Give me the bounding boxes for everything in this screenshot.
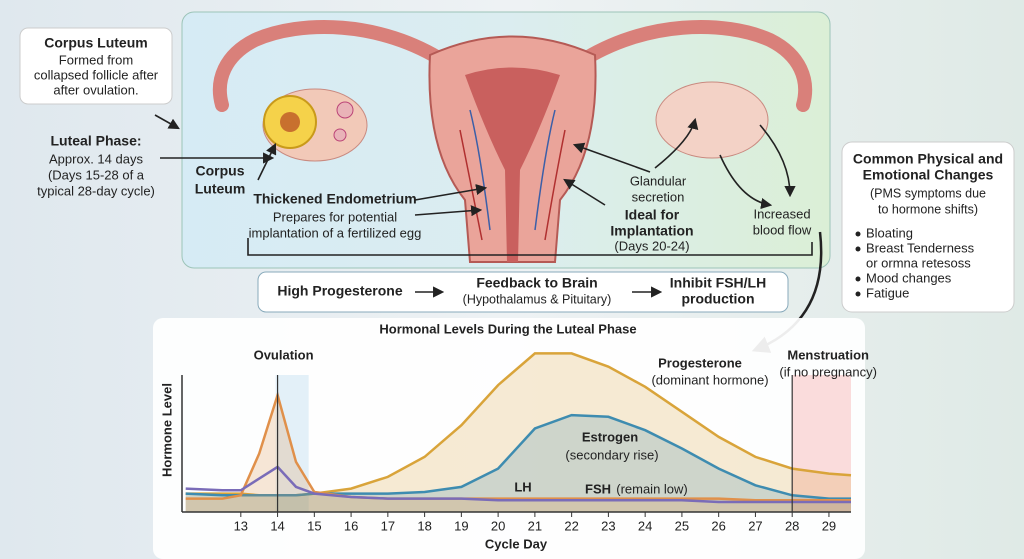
flow-end: production <box>681 291 754 307</box>
x-tick-label: 24 <box>638 518 652 533</box>
flow-end: Inhibit FSH/LH <box>670 275 766 291</box>
callout-title: Corpus Luteum <box>44 35 147 51</box>
luteal-line: Approx. 14 days <box>49 151 143 166</box>
x-tick-label: 13 <box>234 518 248 533</box>
x-tick-label: 27 <box>748 518 762 533</box>
bullet <box>855 291 861 297</box>
x-tick-label: 18 <box>417 518 431 533</box>
marker-label: Ovulation <box>254 347 314 362</box>
bullet <box>855 246 861 252</box>
series-line <box>185 465 851 504</box>
luteal-line: typical 28-day cycle) <box>37 183 155 198</box>
changes-subtitle: (PMS symptoms due <box>870 186 986 200</box>
x-axis-label: Cycle Day <box>485 536 548 551</box>
series-note: (remain low) <box>616 481 688 496</box>
x-tick-label: 16 <box>344 518 358 533</box>
changes-item: Mood changes <box>866 270 952 285</box>
bullet <box>855 276 861 282</box>
x-tick-label: 29 <box>822 518 836 533</box>
series-label: Progesterone <box>658 355 742 370</box>
callout-line: collapsed follicle after <box>34 67 159 82</box>
implantation-title: Implantation <box>610 223 693 239</box>
series-label: LH <box>514 479 531 494</box>
changes-box <box>841 141 1015 313</box>
marker-label: Menstruation <box>787 347 869 362</box>
callout-line: after ovulation. <box>53 82 138 97</box>
flow-middle-title: Feedback to Brain <box>476 275 597 291</box>
series-note: (dominant hormone) <box>651 372 768 387</box>
x-tick-label: 25 <box>675 518 689 533</box>
marker-note: (if no pregnancy) <box>779 364 877 379</box>
flow-middle-note: (Hypothalamus & Pituitary) <box>463 292 612 306</box>
series-note: (secondary rise) <box>565 447 658 462</box>
changes-title: Common Physical and <box>853 151 1003 167</box>
series-label: FSH <box>585 481 611 496</box>
changes-item: Bloating <box>866 225 913 240</box>
implantation-note: (Days 20-24) <box>614 238 689 253</box>
x-tick-label: 20 <box>491 518 505 533</box>
changes-item: Fatigue <box>866 285 909 300</box>
series-area <box>185 353 851 512</box>
blood-flow-label: Increased <box>753 206 810 221</box>
menstruation-band <box>792 375 851 512</box>
callout-box <box>19 27 173 105</box>
x-tick-label: 28 <box>785 518 799 533</box>
blood-flow-label: blood flow <box>753 222 812 237</box>
endometrium-line: Prepares for potential <box>273 209 397 224</box>
y-axis-label: Hormone Level <box>159 383 174 477</box>
changes-item: Breast Tenderness <box>866 240 975 255</box>
luteal-title: Luteal Phase: <box>50 133 141 149</box>
implantation-title: Ideal for <box>625 207 680 223</box>
chart: Hormonal Levels During the Luteal Phase O… <box>159 321 877 551</box>
glandular-label: secretion <box>632 189 685 204</box>
endometrium-title: Thickened Endometrium <box>253 191 416 207</box>
x-tick-label: 14 <box>270 518 284 533</box>
glandular-label: Glandular <box>630 173 687 188</box>
series-label: Estrogen <box>582 429 638 444</box>
flow-box <box>257 271 789 313</box>
endometrium-line: implantation of a fertilized egg <box>249 225 422 240</box>
x-tick-label: 26 <box>711 518 725 533</box>
changes-item: or ormna retesoss <box>866 255 971 270</box>
flow-start: High Progesterone <box>277 283 402 299</box>
series-area <box>185 415 851 512</box>
bullet <box>855 231 861 237</box>
x-tick-label: 22 <box>564 518 578 533</box>
x-tick-label: 19 <box>454 518 468 533</box>
x-tick-label: 15 <box>307 518 321 533</box>
chart-title: Hormonal Levels During the Luteal Phase <box>379 321 636 336</box>
callout-line: Formed from <box>59 52 133 67</box>
x-tick-label: 23 <box>601 518 615 533</box>
corpus-label: Luteum <box>195 181 246 197</box>
corpus-label: Corpus <box>196 163 245 179</box>
changes-subtitle: to hormone shifts) <box>878 202 978 216</box>
x-tick-label: 21 <box>528 518 542 533</box>
luteal-line: (Days 15-28 of a <box>48 167 145 182</box>
changes-title: Emotional Changes <box>863 167 994 183</box>
x-tick-label: 17 <box>381 518 395 533</box>
series-line <box>185 413 851 500</box>
